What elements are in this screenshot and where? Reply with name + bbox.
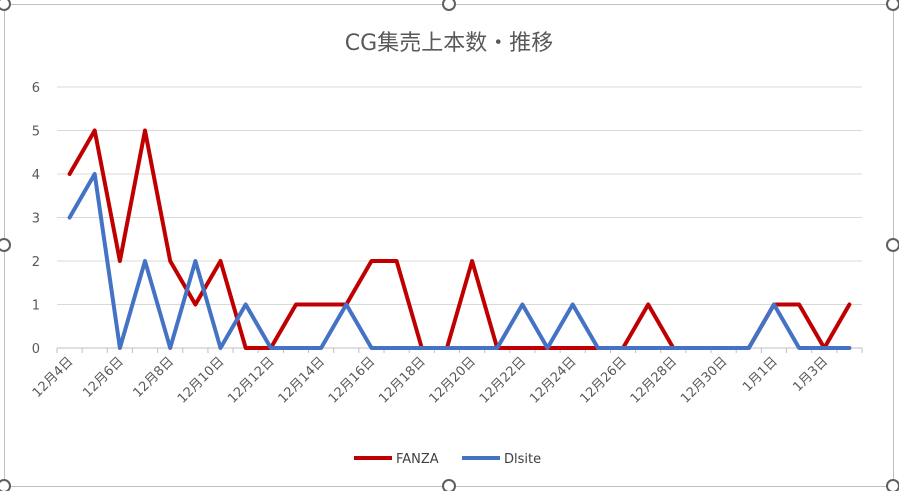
y-tick-label: 0: [32, 342, 40, 357]
y-tick-label: 6: [32, 81, 40, 96]
y-tick-label: 1: [32, 299, 40, 314]
resize-handle[interactable]: [0, 0, 11, 11]
x-tick-label: 12月14日: [276, 354, 328, 406]
x-tick-label: 12月8日: [130, 354, 177, 401]
x-tick-label: 12月28日: [628, 354, 680, 406]
y-tick-label: 2: [32, 255, 40, 270]
legend-label-dlsite: Dlsite: [504, 452, 541, 467]
x-tick-label: 1月3日: [790, 354, 831, 395]
resize-handle[interactable]: [442, 0, 456, 11]
x-tick-label: 12月20日: [427, 354, 479, 406]
x-tick-label: 12月10日: [175, 354, 227, 406]
x-tick-label: 12月30日: [678, 354, 730, 406]
gridlines: [57, 86, 862, 349]
chart-border: [4, 4, 894, 487]
x-tick-label: 12月18日: [376, 354, 428, 406]
x-tick-label: 12月26日: [577, 354, 629, 406]
y-tick-label: 5: [32, 125, 40, 140]
x-tick-label: 12月16日: [326, 354, 378, 406]
series-line-fanza: [67, 128, 852, 350]
resize-handle[interactable]: [886, 238, 899, 252]
legend: FANZA Dlsite: [354, 452, 541, 467]
resize-handle[interactable]: [0, 479, 11, 491]
x-tick-label: 12月6日: [80, 354, 127, 401]
x-tick-label: 12月12日: [225, 354, 277, 406]
legend-label-fanza: FANZA: [396, 452, 439, 467]
x-axis: 12月4日 12月6日 12月8日12月10日12月12日12月14日12月16日1…: [30, 348, 863, 407]
y-tick-label: 4: [32, 168, 40, 183]
x-tick-label: 12月24日: [527, 354, 579, 406]
y-axis: 0 1 2 3 4 5 6: [32, 81, 40, 357]
x-tick-label: 12月4日: [30, 354, 77, 401]
x-tick-label: 1月1日: [740, 354, 781, 395]
chart-title: CG集売上本数・推移: [345, 31, 553, 56]
resize-handle[interactable]: [886, 479, 899, 491]
resize-handle[interactable]: [0, 238, 11, 252]
x-tick-label: 12月22日: [477, 354, 529, 406]
resize-handle[interactable]: [886, 0, 899, 11]
series-line-dlsite: [67, 172, 852, 350]
y-tick-label: 3: [32, 212, 40, 227]
series-lines: [67, 128, 852, 350]
resize-handle[interactable]: [442, 479, 456, 491]
